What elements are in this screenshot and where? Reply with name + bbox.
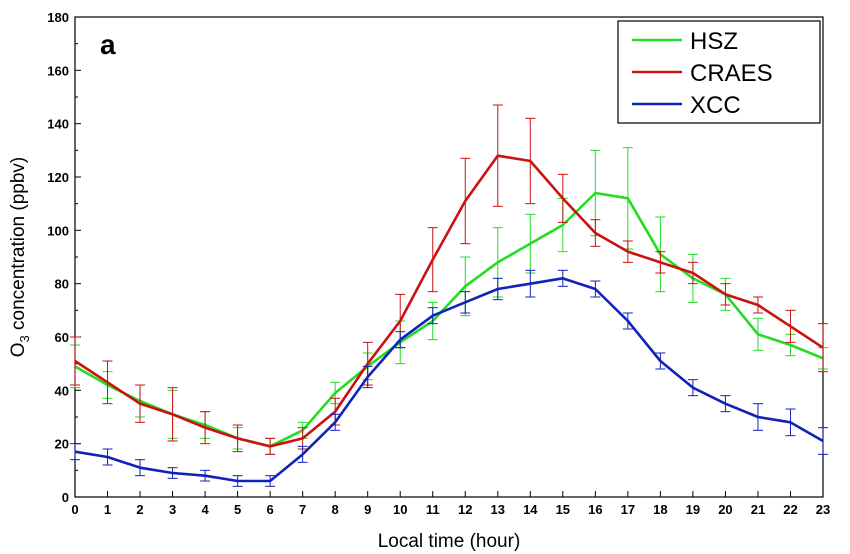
x-axis-ticks: 0 1 2 3 4 5 6 7 8 9 10 11 12 13 14 15 16 17 18 19 20 21 22 23 (71, 491, 830, 517)
series-line (74, 154, 824, 448)
x-tick-label: 23 (816, 502, 830, 517)
legend-label: XCC (690, 92, 741, 119)
y-tick-label: 140 (47, 117, 69, 132)
panel-label: a (100, 29, 116, 60)
legend-items: HSZ CRAES XCC (632, 28, 773, 119)
x-tick-label: 2 (136, 502, 143, 517)
x-tick-label: 0 (71, 502, 78, 517)
y-tick-label: 100 (47, 223, 69, 238)
x-tick-label: 15 (556, 502, 570, 517)
y-tick-label: 120 (47, 170, 69, 185)
x-tick-label: 21 (751, 502, 765, 517)
legend-label: HSZ (690, 28, 738, 55)
x-tick-label: 17 (621, 502, 635, 517)
y-tick-label: 40 (55, 383, 69, 398)
x-tick-label: 9 (364, 502, 371, 517)
legend: HSZ CRAES XCC (617, 20, 821, 124)
x-tick-label: 1 (104, 502, 111, 517)
x-tick-label: 7 (299, 502, 306, 517)
series-line (74, 277, 824, 483)
legend-label: CRAES (690, 60, 773, 87)
x-tick-label: 14 (523, 502, 538, 517)
series-layer (70, 104, 828, 487)
y-axis-title: O3 concentration (ppbv) (8, 157, 32, 358)
y-axis-title-suffix: concentration (ppbv) (8, 157, 29, 336)
x-tick-label: 18 (653, 502, 667, 517)
x-tick-label: 10 (393, 502, 407, 517)
x-tick-label: 22 (783, 502, 797, 517)
y-tick-label: 20 (55, 437, 69, 452)
x-axis-title: Local time (hour) (378, 531, 521, 552)
x-tick-label: 13 (491, 502, 505, 517)
series-xcc (70, 269, 828, 487)
x-tick-label: 19 (686, 502, 700, 517)
x-tick-label: 12 (458, 502, 472, 517)
y-tick-label: 80 (55, 277, 69, 292)
y-axis-title-subscript: 3 (17, 335, 32, 342)
x-tick-label: 20 (718, 502, 732, 517)
series-craes (70, 104, 828, 455)
series-line (74, 191, 824, 448)
x-tick-label: 6 (267, 502, 274, 517)
y-tick-label: 60 (55, 330, 69, 345)
x-tick-label: 3 (169, 502, 176, 517)
x-tick-label: 8 (332, 502, 339, 517)
series-hsz (70, 147, 828, 455)
x-tick-label: 5 (234, 502, 241, 517)
y-tick-label: 160 (47, 63, 69, 78)
x-tick-label: 4 (201, 502, 209, 517)
y-tick-label: 0 (62, 490, 69, 505)
x-tick-label: 16 (588, 502, 602, 517)
y-tick-label: 180 (47, 10, 69, 25)
x-tick-label: 11 (426, 502, 440, 517)
y-axis-ticks: 0 20 40 60 80 100 120 140 160 180 (47, 10, 81, 505)
y-axis-title-prefix: O (8, 342, 29, 357)
